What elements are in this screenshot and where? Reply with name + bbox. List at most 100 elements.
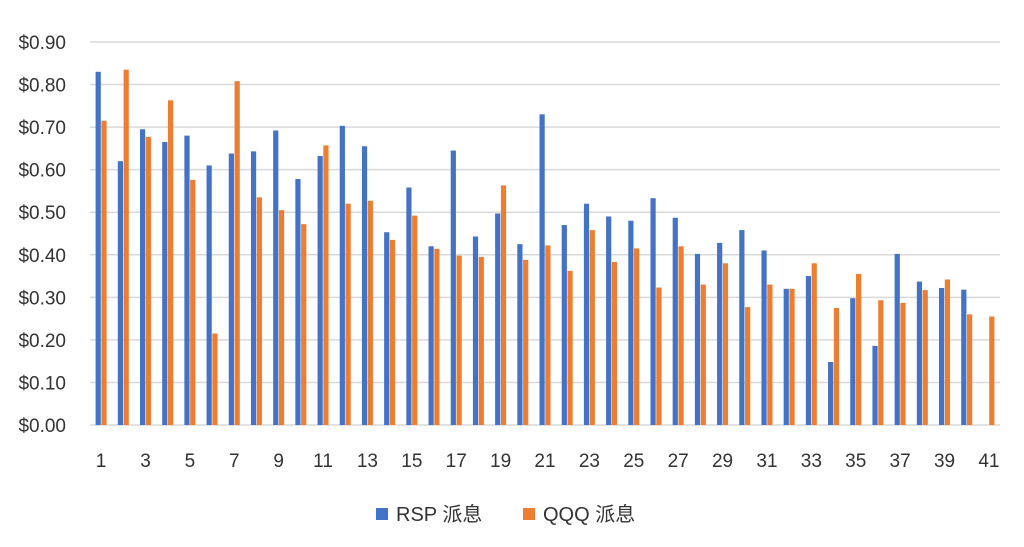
y-tick-label: $0.70 <box>18 118 66 139</box>
y-tick-label: $0.20 <box>18 331 66 352</box>
y-tick-label: $0.60 <box>18 161 66 182</box>
bar-rsp <box>628 220 634 425</box>
x-tick-label: 31 <box>756 451 777 472</box>
series-qqq <box>101 69 995 426</box>
bar-qqq <box>811 263 817 425</box>
x-tick-label: 1 <box>96 451 107 472</box>
bar-rsp <box>717 242 723 425</box>
bar-qqq <box>256 197 262 425</box>
bar-rsp <box>650 198 656 425</box>
bar-rsp <box>361 146 368 425</box>
legend-swatch-qqq <box>523 508 535 520</box>
bar-rsp <box>672 217 678 425</box>
bar-rsp <box>450 150 456 425</box>
bar-rsp <box>783 288 789 425</box>
bar-rsp <box>184 135 190 425</box>
bar-qqq <box>278 210 285 425</box>
bar-rsp <box>428 246 434 425</box>
bar-qqq <box>878 300 884 425</box>
bar-rsp <box>939 287 945 425</box>
x-tick-label: 5 <box>185 451 196 472</box>
bar-rsp <box>95 71 101 425</box>
bar-rsp <box>339 125 345 425</box>
bar-qqq <box>656 287 662 425</box>
legend-label-qqq: QQQ 派息 <box>543 503 635 526</box>
x-tick-label: 39 <box>934 451 955 472</box>
bar-rsp <box>894 253 900 425</box>
bar-qqq <box>412 215 418 425</box>
x-tick-label: 17 <box>446 451 467 472</box>
bar-rsp <box>472 236 479 425</box>
bar-qqq <box>234 81 240 426</box>
x-tick-label: 21 <box>534 451 555 472</box>
bar-qqq <box>145 136 151 425</box>
x-tick-label: 27 <box>668 451 689 472</box>
bar-qqq <box>589 230 595 425</box>
bar-rsp <box>250 151 257 425</box>
x-tick-label: 7 <box>229 451 240 472</box>
bar-rsp <box>406 187 412 425</box>
bar-qqq <box>567 270 573 425</box>
legend: RSP 派息 QQQ 派息 <box>376 503 635 526</box>
bar-qqq <box>212 333 218 425</box>
bar-qqq <box>767 284 773 425</box>
bar-rsp <box>828 362 834 425</box>
bar-qqq <box>856 273 862 425</box>
bar-qqq <box>367 200 373 425</box>
bar-rsp <box>117 161 123 425</box>
x-tick-label: 23 <box>579 451 600 472</box>
y-tick-label: $0.30 <box>18 288 66 309</box>
bar-qqq <box>190 179 196 425</box>
bar-rsp <box>739 230 745 425</box>
legend-item-rsp: RSP 派息 <box>376 503 482 526</box>
x-tick-label: 25 <box>623 451 644 472</box>
x-tick-label: 35 <box>845 451 866 472</box>
series-rsp <box>95 71 967 426</box>
bar-rsp <box>206 165 212 425</box>
x-axis-tick-labels: 1 3 5 7 9 11 13 15 17 19 21 23 25 27 29 31 33 35 37 39 41 <box>96 451 1000 472</box>
y-tick-label: $0.90 <box>18 33 66 54</box>
bar-qqq <box>944 279 951 425</box>
x-tick-label: 41 <box>978 451 999 472</box>
bar-rsp <box>850 298 856 425</box>
bar-qqq <box>101 120 107 425</box>
bar-qqq <box>389 239 396 425</box>
legend-item-qqq: QQQ 派息 <box>523 503 635 526</box>
bar-qqq <box>301 224 307 425</box>
bar-qqq <box>789 288 795 425</box>
legend-swatch-rsp <box>376 508 388 520</box>
bar-qqq <box>678 246 684 425</box>
bar-rsp <box>694 253 701 425</box>
y-tick-label: $0.10 <box>18 373 66 394</box>
legend-label-rsp: RSP 派息 <box>396 503 482 526</box>
x-tick-label: 33 <box>801 451 822 472</box>
bar-rsp <box>162 142 168 425</box>
x-tick-label: 37 <box>890 451 911 472</box>
y-tick-label: $0.80 <box>18 76 66 97</box>
bar-rsp <box>495 213 501 425</box>
bar-qqq <box>745 307 751 425</box>
bar-qqq <box>700 284 706 425</box>
gridlines <box>90 41 1000 426</box>
bar-rsp <box>228 153 234 425</box>
x-tick-label: 11 <box>313 451 333 472</box>
bar-qqq <box>833 307 840 425</box>
bar-qqq <box>500 185 507 425</box>
bar-rsp <box>583 203 590 425</box>
bar-qqq <box>967 314 973 425</box>
bar-rsp <box>872 345 878 425</box>
bar-rsp <box>606 216 612 425</box>
bar-qqq <box>900 302 906 425</box>
x-tick-label: 3 <box>140 451 151 472</box>
bar-qqq <box>989 316 995 425</box>
bar-qqq <box>611 262 618 425</box>
y-tick-label: $0.50 <box>18 203 66 224</box>
bar-rsp <box>761 250 767 425</box>
bar-qqq <box>123 69 129 425</box>
bar-rsp <box>805 276 812 425</box>
bar-qqq <box>922 290 928 425</box>
y-axis-tick-labels: $0.00 $0.10 $0.20 $0.30 $0.40 $0.50 $0.60 $0.70… <box>18 33 66 437</box>
bar-qqq <box>523 259 529 425</box>
bar-rsp <box>139 129 146 426</box>
